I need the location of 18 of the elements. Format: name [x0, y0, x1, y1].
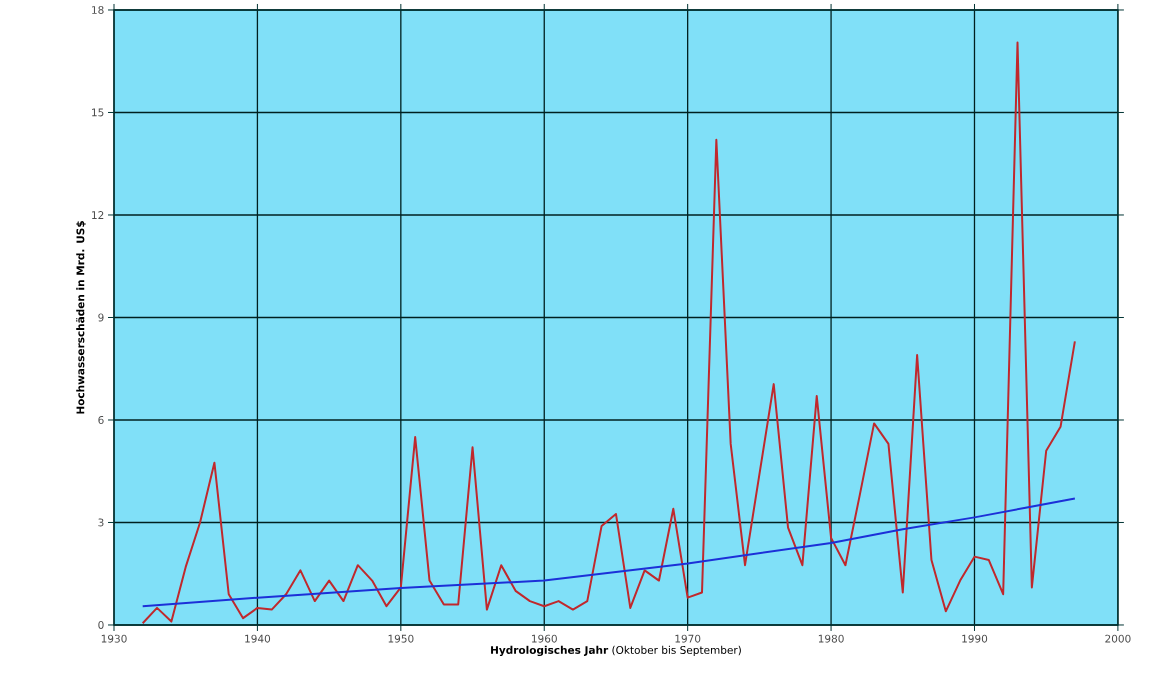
y-tick-label: 9 [98, 313, 104, 322]
y-tick-label: 12 [92, 211, 104, 219]
x-tick-label: 1950 [388, 634, 414, 643]
y-tick-label: 0 [98, 621, 104, 629]
y-tick-label: 18 [92, 6, 104, 14]
y-tick-label: 3 [98, 518, 104, 527]
line-series [141, 41, 1076, 625]
x-tick-label: 2000 [1105, 634, 1131, 643]
y-tick-label: 15 [92, 108, 104, 117]
x-tick-label: 1930 [101, 634, 127, 643]
x-tick-label: 1990 [962, 634, 988, 643]
y-tick-label: 6 [98, 416, 104, 424]
x-tick-label: 1980 [818, 634, 844, 643]
x-tick-label: 1960 [532, 634, 557, 643]
x-tick-label: 1970 [675, 634, 701, 643]
x-tick-label: 1940 [245, 634, 271, 643]
y-axis-title: Hochwasserschäden in Mrd. US$ [76, 221, 86, 414]
x-axis-title: Hydrologisches Jahr (Oktober bis September) [491, 645, 741, 657]
